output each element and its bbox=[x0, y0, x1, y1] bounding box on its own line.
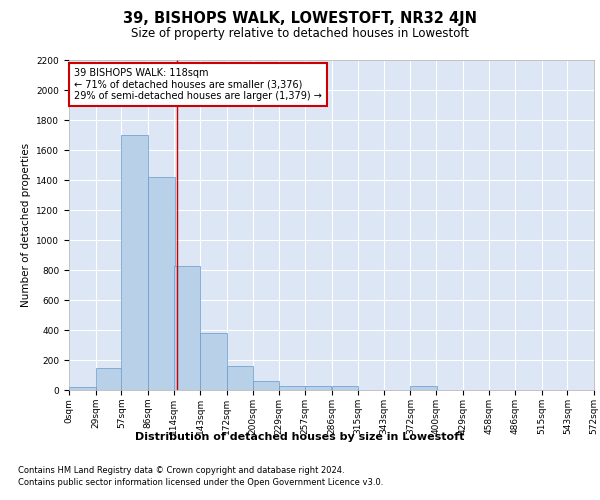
Text: Contains public sector information licensed under the Open Government Licence v3: Contains public sector information licen… bbox=[18, 478, 383, 487]
Bar bbox=[95, 368, 122, 390]
Bar bbox=[410, 386, 437, 390]
Text: Distribution of detached houses by size in Lowestoft: Distribution of detached houses by size … bbox=[136, 432, 464, 442]
Text: Contains HM Land Registry data © Crown copyright and database right 2024.: Contains HM Land Registry data © Crown c… bbox=[18, 466, 344, 475]
Bar bbox=[69, 387, 95, 390]
Y-axis label: Number of detached properties: Number of detached properties bbox=[21, 143, 31, 307]
Text: 39, BISHOPS WALK, LOWESTOFT, NR32 4JN: 39, BISHOPS WALK, LOWESTOFT, NR32 4JN bbox=[123, 11, 477, 26]
Bar bbox=[173, 266, 200, 390]
Text: 39 BISHOPS WALK: 118sqm
← 71% of detached houses are smaller (3,376)
29% of semi: 39 BISHOPS WALK: 118sqm ← 71% of detache… bbox=[74, 68, 322, 102]
Bar bbox=[148, 177, 175, 390]
Bar bbox=[227, 366, 253, 390]
Bar bbox=[279, 386, 306, 390]
Bar bbox=[331, 386, 358, 390]
Bar bbox=[305, 386, 331, 390]
Bar bbox=[200, 333, 227, 390]
Bar bbox=[253, 381, 279, 390]
Text: Size of property relative to detached houses in Lowestoft: Size of property relative to detached ho… bbox=[131, 26, 469, 40]
Bar bbox=[121, 135, 148, 390]
